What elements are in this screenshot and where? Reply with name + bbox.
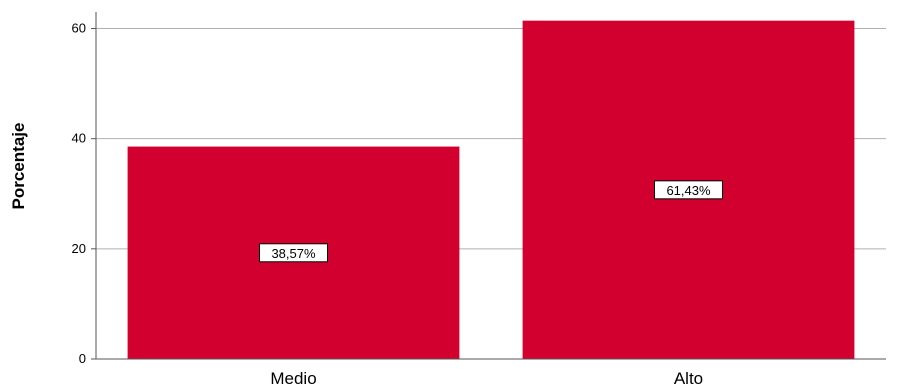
x-category-labels: Medio Alto [270, 369, 703, 388]
bars [127, 20, 855, 359]
x-category-label: Medio [270, 369, 316, 388]
data-labels: 38,57% 61,43% [259, 180, 723, 263]
x-category-label: Alto [674, 369, 703, 388]
data-label-box [654, 180, 723, 200]
y-tick-labels: 0 20 40 60 [72, 21, 86, 366]
y-tick-label: 60 [72, 21, 86, 36]
axes [91, 12, 886, 360]
y-tick-label: 20 [72, 241, 86, 256]
data-label: 61,43% [666, 183, 711, 198]
data-label: 38,57% [271, 246, 316, 261]
data-label-box [259, 243, 328, 263]
y-tick-label: 40 [72, 131, 86, 146]
y-tick-label: 0 [79, 351, 86, 366]
y-axis-label: Porcentaje [9, 123, 28, 210]
